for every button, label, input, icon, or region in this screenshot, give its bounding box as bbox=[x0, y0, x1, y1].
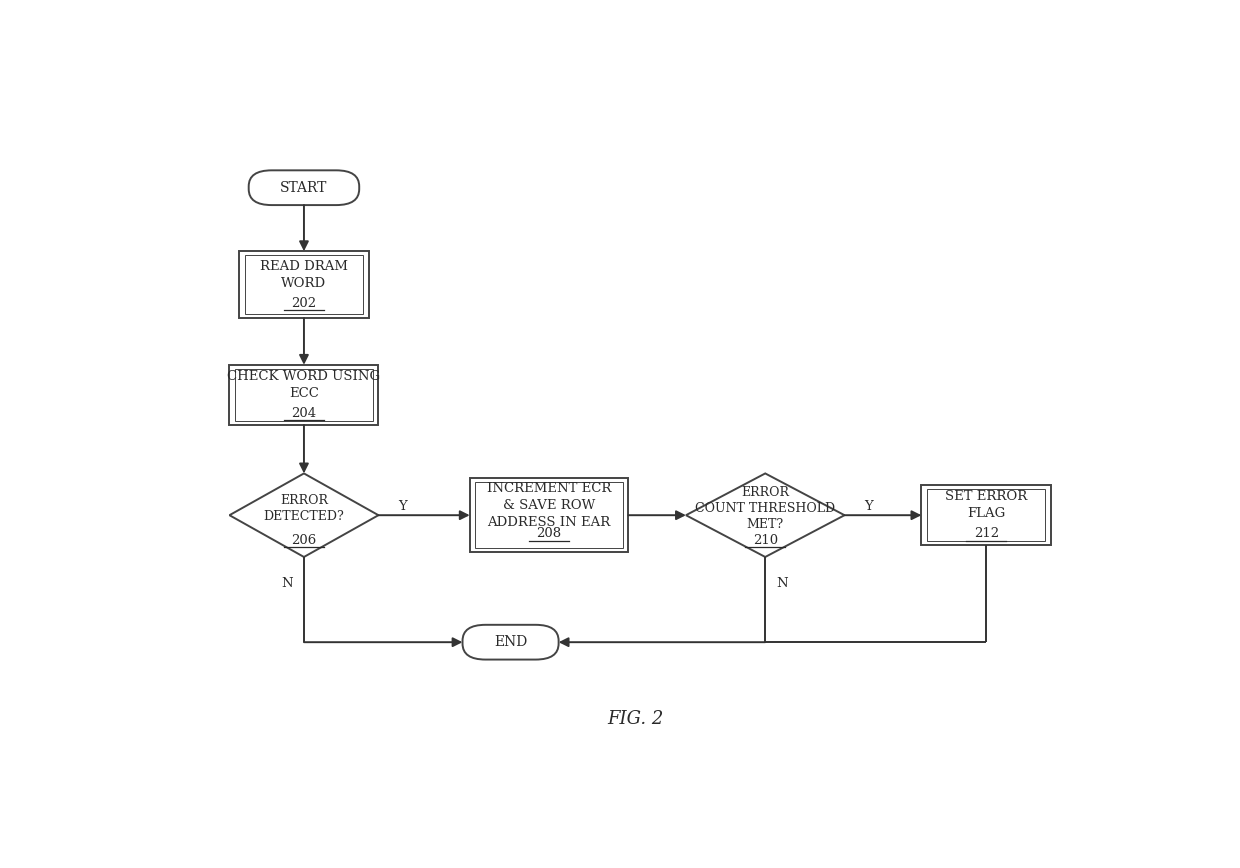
Polygon shape bbox=[686, 473, 844, 557]
Bar bbox=[229, 365, 378, 425]
Text: N: N bbox=[280, 577, 293, 590]
Text: CHECK WORD USING
ECC: CHECK WORD USING ECC bbox=[227, 370, 381, 400]
Text: SET ERROR
FLAG: SET ERROR FLAG bbox=[945, 490, 1028, 520]
Text: ERROR
COUNT THRESHOLD
MET?: ERROR COUNT THRESHOLD MET? bbox=[696, 486, 836, 531]
Bar bbox=[921, 485, 1052, 545]
Bar bbox=[475, 483, 622, 548]
Text: FIG. 2: FIG. 2 bbox=[608, 710, 663, 728]
Bar bbox=[236, 369, 373, 421]
Polygon shape bbox=[229, 473, 378, 557]
Text: Y: Y bbox=[398, 500, 407, 513]
Text: 204: 204 bbox=[291, 407, 316, 420]
Bar bbox=[244, 255, 363, 314]
FancyBboxPatch shape bbox=[463, 625, 559, 660]
Text: N: N bbox=[776, 577, 789, 590]
Text: 208: 208 bbox=[537, 528, 562, 541]
Text: 202: 202 bbox=[291, 297, 316, 310]
Text: 212: 212 bbox=[973, 528, 999, 541]
Bar bbox=[239, 251, 368, 318]
Text: Y: Y bbox=[864, 500, 873, 513]
Text: ERROR
DETECTED?: ERROR DETECTED? bbox=[264, 494, 345, 523]
Bar bbox=[928, 490, 1045, 542]
Text: 206: 206 bbox=[291, 534, 316, 547]
Text: START: START bbox=[280, 181, 327, 194]
Text: 210: 210 bbox=[753, 534, 777, 547]
Bar bbox=[470, 478, 629, 552]
Text: END: END bbox=[494, 635, 527, 649]
FancyBboxPatch shape bbox=[249, 170, 360, 205]
Text: INCREMENT ECR
& SAVE ROW
ADDRESS IN EAR: INCREMENT ECR & SAVE ROW ADDRESS IN EAR bbox=[487, 482, 611, 529]
Text: READ DRAM
WORD: READ DRAM WORD bbox=[260, 260, 348, 290]
